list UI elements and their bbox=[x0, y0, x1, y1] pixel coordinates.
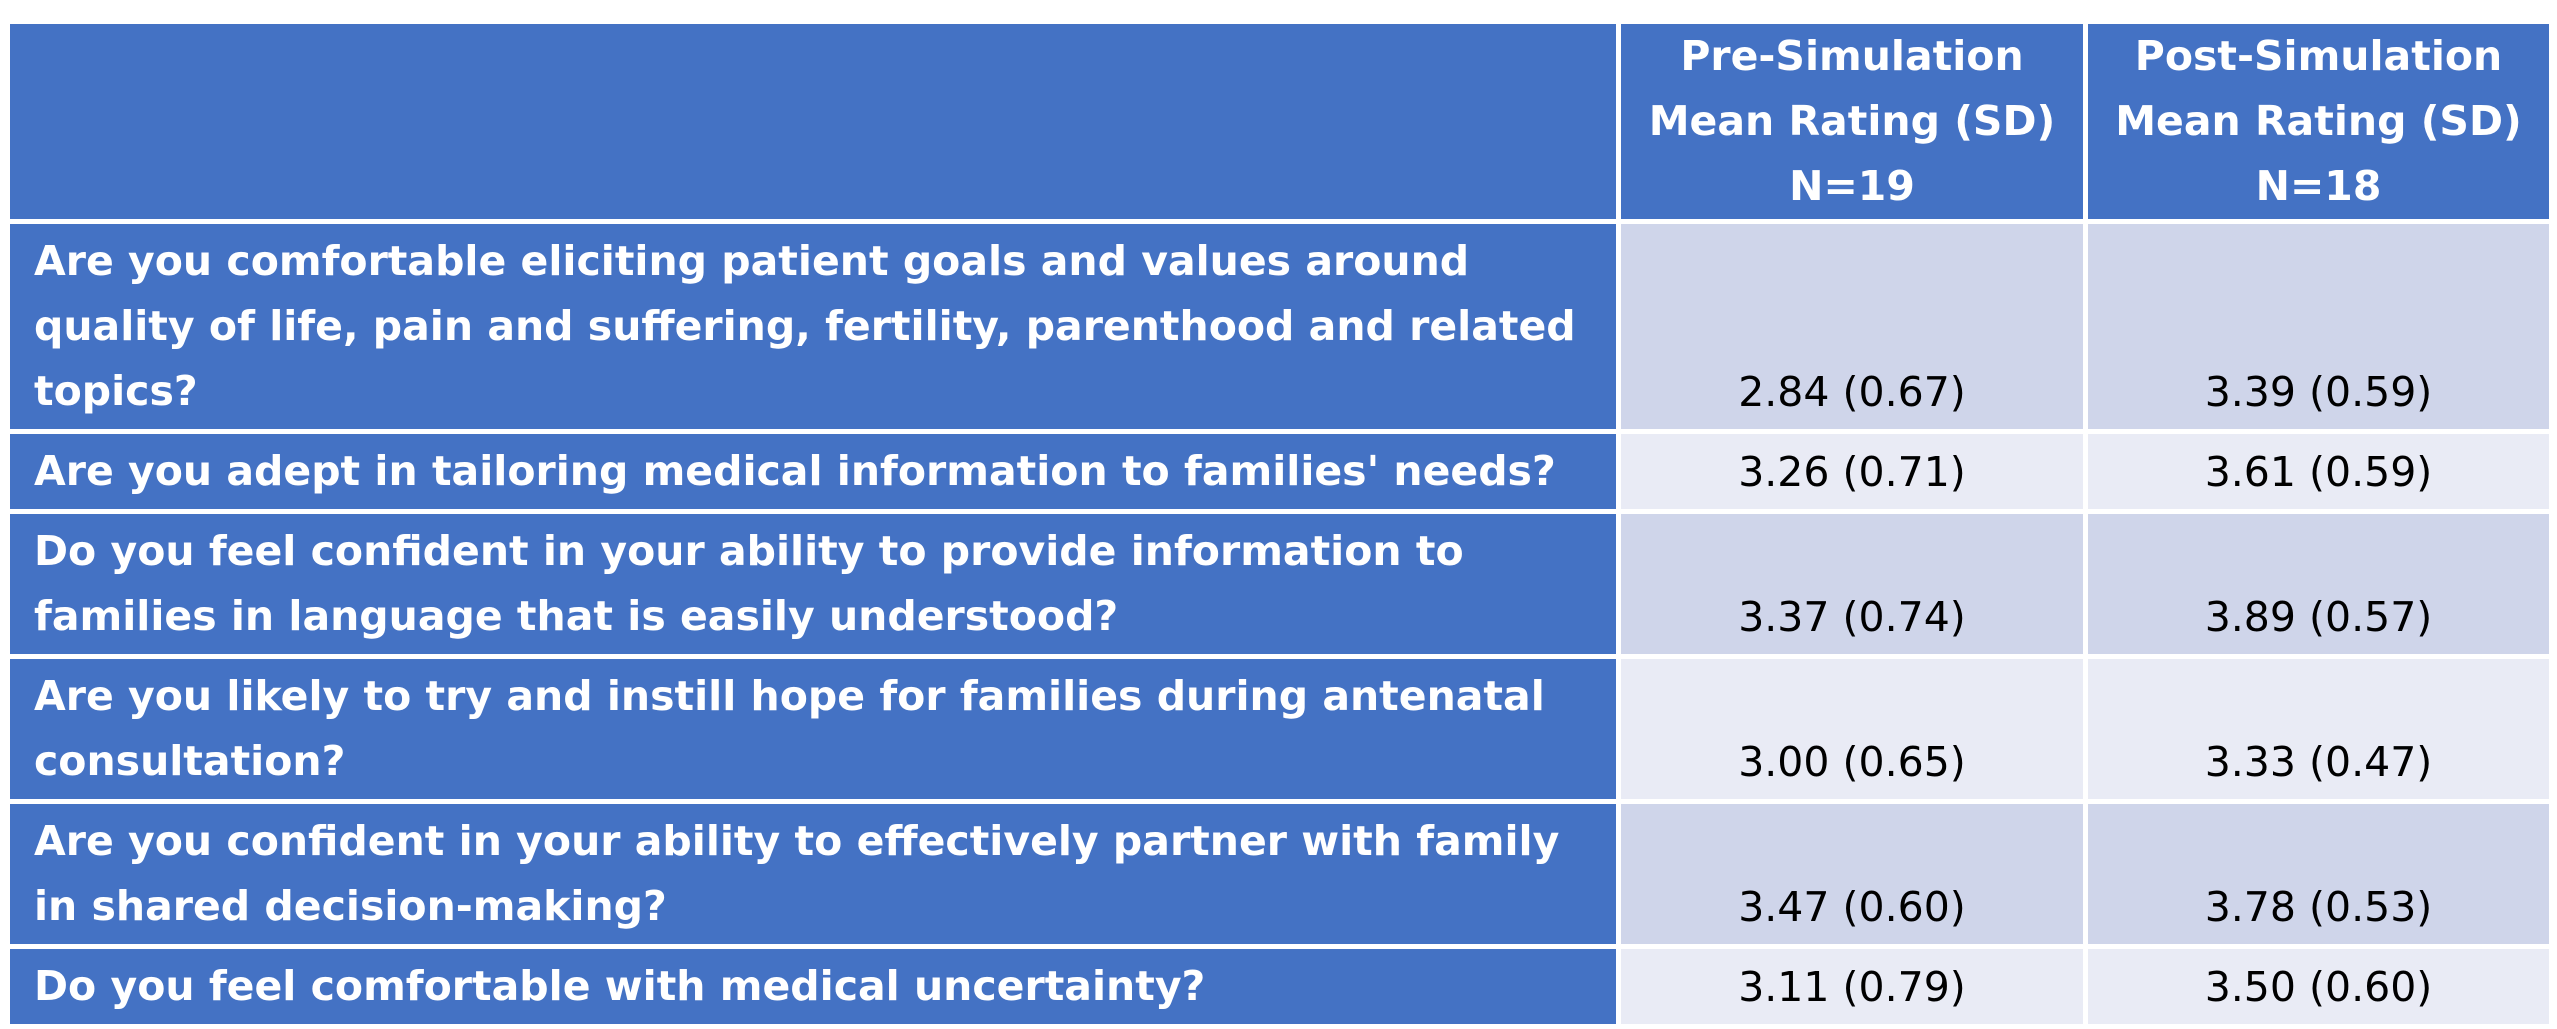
header-post-line-2: Mean Rating (SD) bbox=[2115, 97, 2522, 145]
header-post-line-3: N=18 bbox=[2255, 162, 2382, 210]
post-rating-cell: 3.61 (0.59) bbox=[2083, 429, 2554, 514]
table-row: Are you comfortable eliciting patient go… bbox=[5, 219, 2554, 434]
survey-results-table: Pre-Simulation Mean Rating (SD) N=19 Pos… bbox=[5, 19, 2554, 1029]
table-row: Are you confident in your ability to eff… bbox=[5, 799, 2554, 949]
post-rating-cell: 3.89 (0.57) bbox=[2083, 509, 2554, 659]
question-cell: Are you comfortable eliciting patient go… bbox=[5, 219, 1621, 434]
question-cell: Are you adept in tailoring medical infor… bbox=[5, 429, 1621, 514]
pre-rating-cell: 3.26 (0.71) bbox=[1616, 429, 2088, 514]
table-row: Are you adept in tailoring medical infor… bbox=[5, 429, 2554, 514]
question-cell: Are you confident in your ability to eff… bbox=[5, 799, 1621, 949]
table-row: Do you feel confident in your ability to… bbox=[5, 509, 2554, 659]
header-pre-line-3: N=19 bbox=[1789, 162, 1915, 210]
header-blank-cell bbox=[5, 19, 1621, 224]
post-rating-cell: 3.33 (0.47) bbox=[2083, 654, 2554, 804]
post-rating-cell: 3.78 (0.53) bbox=[2083, 799, 2554, 949]
table-row: Do you feel comfortable with medical unc… bbox=[5, 944, 2554, 1029]
post-rating-cell: 3.39 (0.59) bbox=[2083, 219, 2554, 434]
question-cell: Are you likely to try and instill hope f… bbox=[5, 654, 1621, 804]
pre-rating-cell: 3.37 (0.74) bbox=[1616, 509, 2088, 659]
table-body: Are you comfortable eliciting patient go… bbox=[5, 219, 2554, 1029]
table-header: Pre-Simulation Mean Rating (SD) N=19 Pos… bbox=[5, 19, 2554, 224]
pre-rating-cell: 3.47 (0.60) bbox=[1616, 799, 2088, 949]
header-post-line-1: Post-Simulation bbox=[2134, 32, 2503, 80]
header-pre-simulation: Pre-Simulation Mean Rating (SD) N=19 bbox=[1616, 19, 2088, 224]
question-cell: Do you feel confident in your ability to… bbox=[5, 509, 1621, 659]
pre-rating-cell: 3.11 (0.79) bbox=[1616, 944, 2088, 1029]
header-post-simulation: Post-Simulation Mean Rating (SD) N=18 bbox=[2083, 19, 2554, 224]
question-cell: Do you feel comfortable with medical unc… bbox=[5, 944, 1621, 1029]
post-rating-cell: 3.50 (0.60) bbox=[2083, 944, 2554, 1029]
header-row: Pre-Simulation Mean Rating (SD) N=19 Pos… bbox=[5, 19, 2554, 224]
header-pre-line-1: Pre-Simulation bbox=[1680, 32, 2024, 80]
header-pre-line-2: Mean Rating (SD) bbox=[1648, 97, 2056, 145]
pre-rating-cell: 3.00 (0.65) bbox=[1616, 654, 2088, 804]
table-row: Are you likely to try and instill hope f… bbox=[5, 654, 2554, 804]
pre-rating-cell: 2.84 (0.67) bbox=[1616, 219, 2088, 434]
